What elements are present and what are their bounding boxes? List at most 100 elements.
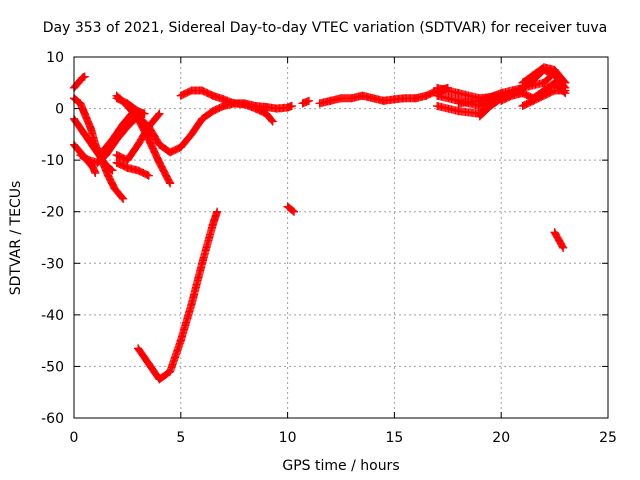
y-tick-label: 10 — [46, 50, 64, 66]
x-tick-label: 5 — [176, 430, 185, 446]
data-point — [422, 91, 431, 100]
data-point — [110, 184, 119, 193]
data-point — [497, 96, 506, 105]
data-point — [176, 143, 185, 152]
data-point — [187, 130, 196, 139]
data-point — [155, 375, 164, 384]
x-tick-label: 0 — [70, 430, 79, 446]
axis-ticks: 0 5 10 15 20 25 -60 -50 -40 -30 -20 -10 0 10 — [41, 50, 617, 446]
data-point — [390, 95, 399, 104]
data-point — [84, 156, 93, 165]
data-point — [144, 359, 153, 368]
data-point — [379, 96, 388, 105]
series-s13 — [283, 202, 299, 216]
y-tick-label: -50 — [41, 359, 64, 375]
y-tick-label: -20 — [41, 205, 64, 221]
data-point — [198, 114, 207, 123]
y-axis-label: SDTVAR / TECUs — [8, 181, 24, 296]
data-point — [454, 99, 463, 108]
data-point — [213, 207, 222, 216]
series-s12 — [134, 207, 222, 384]
data-point — [529, 71, 538, 80]
data-point — [290, 207, 299, 216]
data-point — [401, 94, 410, 103]
data-point — [155, 109, 164, 118]
data-point — [287, 101, 296, 110]
data-point — [219, 101, 228, 110]
data-point — [326, 96, 335, 105]
plot-frame — [73, 56, 609, 419]
data-point — [198, 86, 207, 95]
x-axis-label: GPS time / hours — [282, 458, 399, 474]
data-point — [454, 107, 463, 116]
data-point — [134, 344, 143, 353]
y-tick-label: -30 — [41, 256, 64, 272]
data-point — [108, 166, 117, 175]
data-point — [369, 94, 378, 103]
data-point — [176, 336, 185, 345]
y-tick-label: 0 — [55, 102, 64, 118]
data-point — [140, 109, 149, 118]
data-point — [518, 78, 527, 87]
data-point — [144, 135, 153, 144]
data-point — [91, 145, 100, 154]
series-s9 — [112, 158, 153, 180]
data-point — [433, 91, 442, 100]
data-point — [411, 94, 420, 103]
series-s14 — [298, 96, 313, 108]
data-point — [102, 150, 111, 159]
data-point — [268, 117, 277, 126]
data-point — [559, 243, 568, 252]
data-point — [554, 236, 563, 245]
data-point — [74, 78, 83, 87]
data-point — [529, 96, 538, 105]
data-point — [337, 94, 345, 103]
data-point — [240, 100, 249, 109]
data-point — [283, 103, 292, 112]
data-point — [134, 140, 143, 149]
data-point — [561, 78, 570, 87]
data-point — [123, 156, 132, 165]
data-point — [550, 65, 559, 74]
data-point — [433, 83, 442, 92]
data-point — [112, 158, 121, 167]
data-point — [112, 135, 121, 144]
x-tick-label: 15 — [385, 430, 403, 446]
x-tick-label: 25 — [599, 430, 617, 446]
data-point — [539, 78, 548, 87]
y-tick-label: -40 — [41, 308, 64, 324]
data-point — [87, 125, 96, 134]
data-point — [104, 171, 113, 180]
data-point — [208, 220, 217, 229]
data-point — [475, 96, 484, 105]
data-point — [262, 109, 271, 118]
data-point — [272, 104, 281, 113]
data-point — [347, 94, 356, 103]
data-point — [486, 101, 495, 110]
data-point — [550, 86, 559, 95]
series-s24 — [518, 63, 570, 87]
data-point — [166, 179, 175, 188]
data-point — [561, 86, 570, 95]
series-s23 — [518, 86, 570, 110]
chart-title: Day 353 of 2021, Sidereal Day-to-day VTE… — [43, 20, 607, 36]
data-point — [550, 78, 559, 87]
data-point — [262, 103, 271, 112]
data-point — [539, 91, 548, 100]
data-point — [315, 99, 324, 108]
y-tick-label: -60 — [41, 411, 64, 427]
data-point — [166, 367, 175, 376]
series-s8 — [112, 109, 164, 165]
data-point — [550, 228, 559, 237]
data-point — [187, 86, 196, 95]
data-point — [433, 101, 442, 110]
data-point — [507, 91, 516, 100]
x-tick-label: 20 — [492, 430, 510, 446]
data-point — [155, 140, 164, 149]
data-point — [134, 107, 143, 116]
gridlines — [74, 57, 608, 418]
data-point — [80, 130, 89, 139]
series-s11 — [176, 86, 277, 126]
data-point — [80, 72, 89, 81]
data-point — [358, 91, 367, 100]
